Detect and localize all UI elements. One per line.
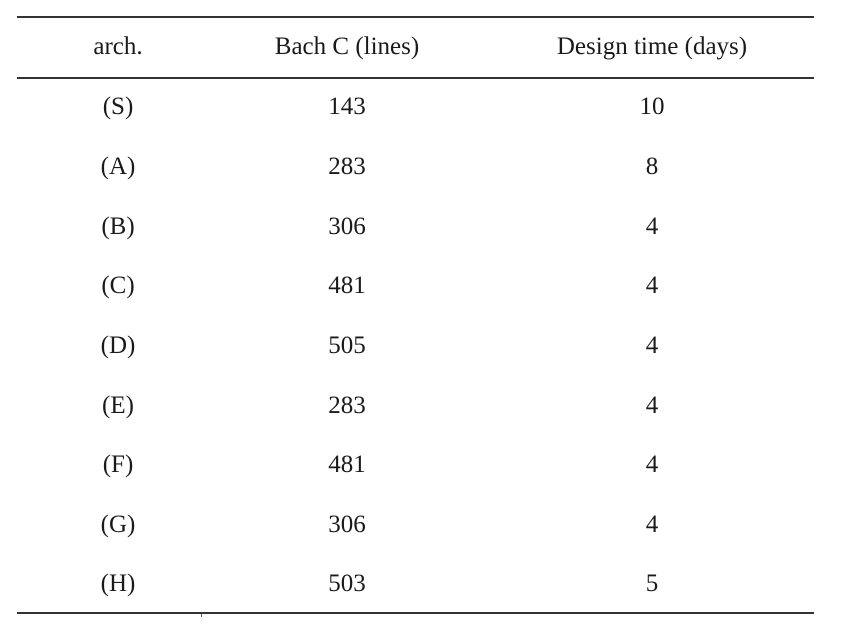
cell-days: 10 bbox=[639, 93, 665, 120]
header-design-time: Design time (days) bbox=[556, 33, 748, 60]
cell-lines: 283 bbox=[328, 392, 366, 419]
cell-lines: 306 bbox=[328, 213, 366, 240]
table-bottom-rule bbox=[17, 612, 814, 614]
table-row: (B) 306 4 bbox=[17, 212, 814, 242]
cell-lines: 481 bbox=[328, 451, 366, 478]
cell-lines: 283 bbox=[328, 153, 366, 180]
table-row: (C) 481 4 bbox=[17, 271, 814, 301]
table-header-rule bbox=[17, 77, 814, 79]
cell-lines: 503 bbox=[328, 570, 366, 597]
cell-arch: (S) bbox=[102, 93, 134, 120]
cell-arch: (C) bbox=[101, 272, 135, 299]
header-bach-c-lines: Bach C (lines) bbox=[274, 33, 420, 60]
table-row: (F) 481 4 bbox=[17, 450, 814, 480]
cell-days: 8 bbox=[645, 153, 659, 180]
cell-arch: (H) bbox=[100, 570, 136, 597]
cell-arch: (E) bbox=[102, 392, 134, 419]
cell-days: 4 bbox=[645, 272, 659, 299]
data-table: arch. Bach C (lines) Design time (days) … bbox=[17, 0, 814, 636]
cell-lines: 481 bbox=[328, 272, 366, 299]
table-row: (A) 283 8 bbox=[17, 152, 814, 182]
header-arch: arch. bbox=[93, 33, 143, 60]
table-row: (E) 283 4 bbox=[17, 391, 814, 421]
cell-lines: 505 bbox=[328, 332, 366, 359]
cell-days: 4 bbox=[645, 451, 659, 478]
cell-days: 4 bbox=[645, 332, 659, 359]
cell-arch: (A) bbox=[100, 153, 136, 180]
cell-arch: (B) bbox=[101, 213, 135, 240]
table-row: (D) 505 4 bbox=[17, 331, 814, 361]
bottom-tick-mark bbox=[201, 614, 202, 617]
table-header-row: arch. Bach C (lines) Design time (days) bbox=[17, 32, 814, 62]
cell-lines: 306 bbox=[328, 511, 366, 538]
cell-arch: (F) bbox=[102, 451, 134, 478]
cell-days: 4 bbox=[645, 392, 659, 419]
cell-days: 4 bbox=[645, 213, 659, 240]
table-top-rule bbox=[17, 16, 814, 18]
cell-lines: 143 bbox=[328, 93, 366, 120]
cell-days: 4 bbox=[645, 511, 659, 538]
cell-arch: (G) bbox=[100, 511, 136, 538]
cell-arch: (D) bbox=[100, 332, 136, 359]
cell-days: 5 bbox=[645, 570, 659, 597]
table-row: (G) 306 4 bbox=[17, 510, 814, 540]
table-row: (H) 503 5 bbox=[17, 569, 814, 599]
table-row: (S) 143 10 bbox=[17, 92, 814, 122]
